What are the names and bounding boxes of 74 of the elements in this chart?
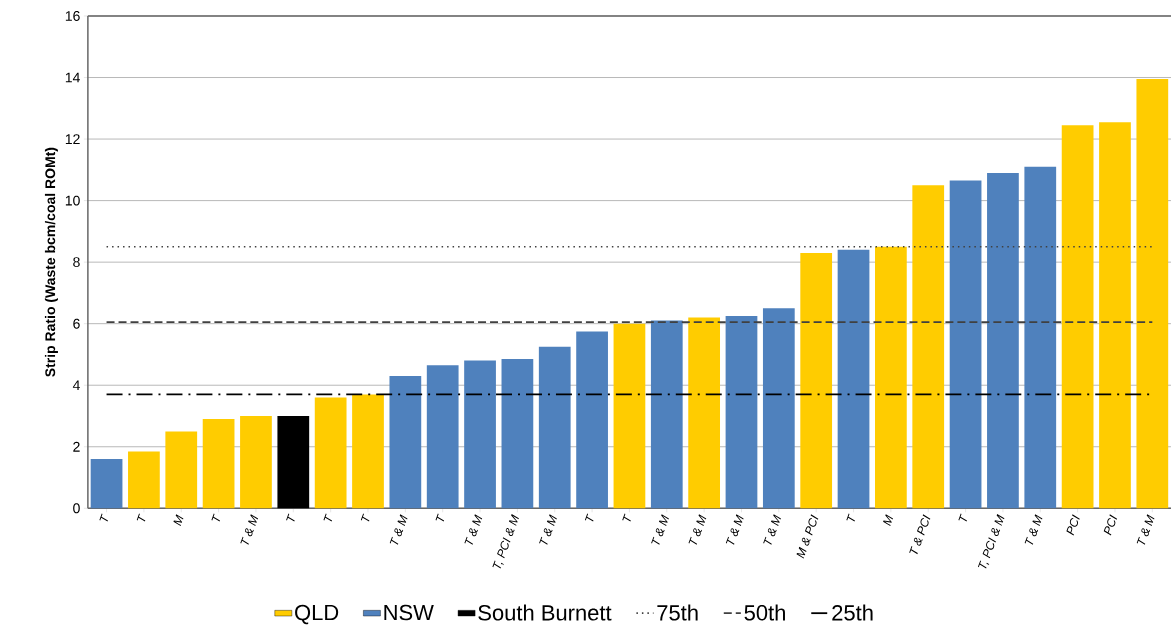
bar [576,331,608,509]
x-tick-label: T & M [539,514,557,545]
bar [426,365,459,509]
y-tick-label: 10 [65,195,80,206]
x-tick-label: T & PCI [909,514,931,555]
bar [464,360,496,509]
x-tick-label: T [435,513,445,522]
bar [987,172,1019,509]
bar [352,394,384,509]
x-tick-label: T [211,513,220,522]
legend-label: NSW [384,604,434,621]
legend-label: QLD [295,604,339,625]
x-tick-label: T [360,513,370,522]
x-tick-label: T, PCI & M [977,513,1005,569]
bar [165,431,198,509]
bar [90,459,123,509]
x-tick-label: T, PCI & M [492,513,519,569]
bar [1136,78,1169,509]
x-tick-label: T [323,513,333,522]
x-tick-label: T [584,513,594,522]
x-tick-label: T [286,513,295,522]
bar [800,252,833,509]
bar [240,415,272,509]
x-tick-label: T & M [651,514,669,545]
bar [128,451,160,509]
x-tick-label: T & M [688,514,707,545]
x-tick-label: T & M [725,514,744,545]
x-tick-label: T & M [1024,514,1043,545]
bar [389,375,422,509]
bar [538,346,571,509]
bar [837,249,870,509]
x-tick-label: T & M [240,514,259,545]
legend-label: 50th [744,604,785,621]
x-tick-label: M [883,514,893,526]
bar [875,246,907,509]
legend-label: 25th [832,604,873,621]
bar [202,419,235,509]
y-tick-label: 14 [65,72,80,83]
x-tick-label: T [846,513,855,522]
x-tick-label: T & M [464,514,483,545]
x-tick-label: T & M [763,514,781,545]
bar [501,359,534,509]
bar [277,415,310,509]
x-tick-label: T & M [389,514,408,545]
x-tick-label: PCI [1103,514,1118,536]
y-tick-label: 2 [73,441,80,452]
y-tick-label: 8 [73,257,80,268]
x-tick-label: T [622,513,631,522]
y-tick-label: 16 [65,10,80,21]
y-axis-title: Strip Ratio (Waste bcm/coal ROMt) [44,147,58,377]
legend-label: South Burnett [478,604,612,621]
x-tick-label: T [136,513,146,522]
x-tick-label: T & M [1136,514,1155,545]
bar [613,323,646,509]
bar [688,317,721,509]
x-tick-label: M [173,514,184,526]
y-tick-label: 6 [73,318,80,329]
bar [314,397,347,509]
x-tick-label: PCI [1066,514,1080,536]
bar [650,320,683,509]
x-tick-label: T [958,513,967,522]
y-tick-label: 4 [72,380,80,390]
y-tick-label: 12 [65,134,80,144]
bar [725,315,758,509]
bar [1061,125,1094,509]
x-tick-label: M & PCI [796,514,819,559]
x-tick-label: T [99,513,108,522]
bar [1099,122,1131,509]
bar [1024,166,1057,509]
y-tick-label: 0 [73,503,80,514]
bar [762,308,795,509]
bar [949,180,982,509]
legend-label: 75th [657,604,698,621]
bar [912,185,945,509]
